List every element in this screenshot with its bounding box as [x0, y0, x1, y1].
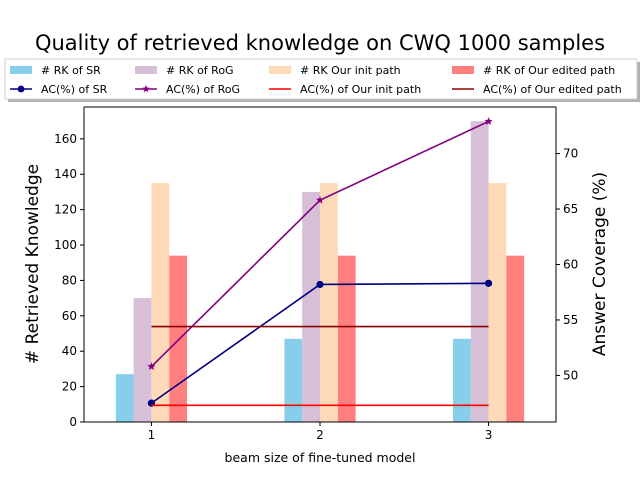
chart-title: Quality of retrieved knowledge on CWQ 10… [35, 31, 605, 55]
line-point [484, 117, 493, 125]
legend-marker [17, 85, 25, 93]
y-tick-label: 60 [62, 309, 77, 323]
y-tick-label: 140 [54, 167, 77, 181]
legend-box [4, 58, 638, 100]
legend-swatch [10, 66, 32, 74]
y-axis-label: # Retrieved Knowledge [23, 164, 43, 364]
line-point [147, 362, 156, 370]
bar [337, 255, 356, 422]
y-tick-label: 20 [62, 380, 77, 394]
y-tick-label: 160 [54, 132, 77, 146]
y2-tick-label: 55 [563, 313, 578, 327]
legend-label: AC(%) of Our init path [300, 83, 421, 96]
bar [470, 121, 489, 423]
x-tick-label: 1 [148, 428, 156, 442]
legend-label: AC(%) of SR [41, 83, 108, 96]
legend-label: AC(%) of Our edited path [483, 83, 622, 96]
line-point [316, 195, 324, 204]
bar [133, 298, 152, 422]
line-point [316, 280, 324, 289]
legend-swatch [452, 66, 474, 74]
y2-tick-label: 70 [563, 147, 578, 161]
legend-label: # RK of Our edited path [483, 64, 615, 77]
line-point [484, 279, 493, 287]
bar [115, 374, 134, 422]
y-tick-label: 120 [54, 203, 77, 217]
legend-label: AC(%) of RoG [166, 83, 240, 96]
legend: # RK of SR # RK of RoG # RK Our init path #… [4, 58, 640, 102]
bar [169, 255, 188, 422]
y-tick-label: 0 [69, 415, 77, 429]
legend-label: # RK of SR [41, 64, 101, 77]
legend-items: # RK of SR # RK of RoG # RK Our init path #… [10, 64, 622, 96]
y2-tick-label: 65 [563, 202, 578, 216]
y-tick-label: 40 [62, 344, 77, 358]
bar [488, 183, 507, 422]
legend-label: # RK of RoG [166, 64, 234, 77]
y-tick-label: 80 [62, 273, 77, 287]
x-axis-label: beam size of fine-tuned model [225, 450, 416, 465]
y2-tick-label: 60 [563, 258, 578, 272]
legend-swatch [135, 66, 157, 74]
y2-tick-label: 50 [563, 368, 578, 382]
x-tick-label: 2 [316, 428, 324, 442]
bar [452, 338, 471, 422]
plot-area: 1 2 3 0 20 40 60 80 100 120 140 160 50 55 60 65 70 [54, 106, 578, 442]
y2-axis-label: Answer Coverage (%) [590, 172, 610, 356]
legend-label: # RK Our init path [300, 64, 401, 77]
bar [320, 183, 338, 422]
bar [284, 338, 303, 422]
line-point [142, 85, 150, 93]
bar [151, 183, 170, 422]
x-tick-label: 3 [485, 428, 493, 442]
y-tick-label: 100 [54, 238, 77, 252]
bar [506, 255, 525, 422]
legend-swatch [269, 66, 291, 74]
bar [302, 191, 320, 422]
